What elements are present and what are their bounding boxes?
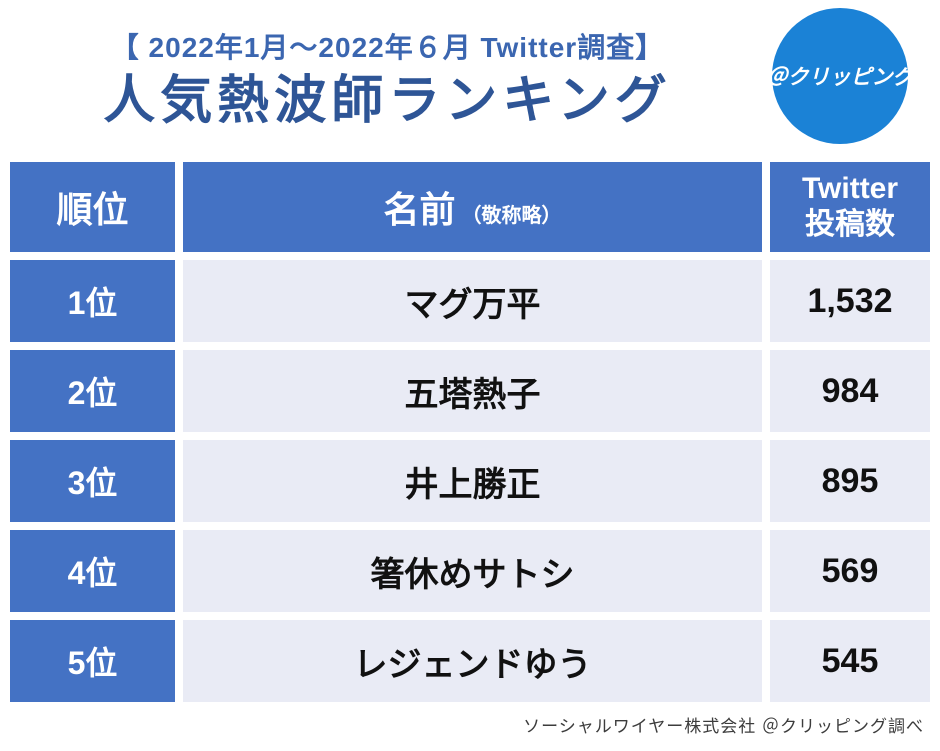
header: 【 2022年1月～2022年６月 Twitter調査】 人気熱波師ランキング … — [0, 0, 940, 158]
title-block: 【 2022年1月～2022年６月 Twitter調査】 人気熱波師ランキング — [0, 26, 775, 129]
name-cell-5: レジェンドゆう — [183, 620, 762, 702]
name-cell-4: 箸休めサトシ — [183, 530, 762, 612]
rank-cell-2: 2位 — [10, 350, 175, 432]
count-cell-3: 895 — [770, 440, 930, 522]
column-header-name: 名前 （敬称略） — [183, 162, 762, 252]
name-cell-3: 井上勝正 — [183, 440, 762, 522]
rank-cell-4: 4位 — [10, 530, 175, 612]
column-header-count: Twitter 投稿数 — [770, 162, 930, 252]
logo-text: ＠クリッピング — [766, 66, 914, 89]
column-header-count-line1: Twitter — [801, 172, 899, 205]
clipping-logo: ＠クリッピング — [767, 8, 914, 144]
name-cell-2: 五塔熱子 — [183, 350, 762, 432]
survey-period: 【 2022年1月～2022年６月 Twitter調査】 — [110, 32, 665, 63]
count-cell-2: 984 — [770, 350, 930, 432]
column-header-name-label: 名前 — [383, 189, 456, 230]
column-header-name-row: 名前 （敬称略） — [383, 181, 561, 233]
column-header-rank: 順位 — [10, 162, 175, 252]
count-cell-1: 1,532 — [770, 260, 930, 342]
rank-cell-5: 5位 — [10, 620, 175, 702]
rank-cell-1: 1位 — [10, 260, 175, 342]
column-header-count-line2: 投稿数 — [805, 208, 895, 241]
source-note: ソーシャルワイヤー株式会社 ＠クリッピング調べ — [523, 717, 924, 736]
count-cell-4: 569 — [770, 530, 930, 612]
page-title: 人気熱波師ランキング — [103, 72, 672, 130]
count-cell-5: 545 — [770, 620, 930, 702]
rank-cell-3: 3位 — [10, 440, 175, 522]
name-cell-1: マグ万平 — [183, 260, 762, 342]
column-header-name-note: （敬称略） — [461, 205, 562, 227]
ranking-table: 順位 名前 （敬称略） Twitter 投稿数 1位 マグ万平 1,532 2位… — [0, 162, 940, 702]
